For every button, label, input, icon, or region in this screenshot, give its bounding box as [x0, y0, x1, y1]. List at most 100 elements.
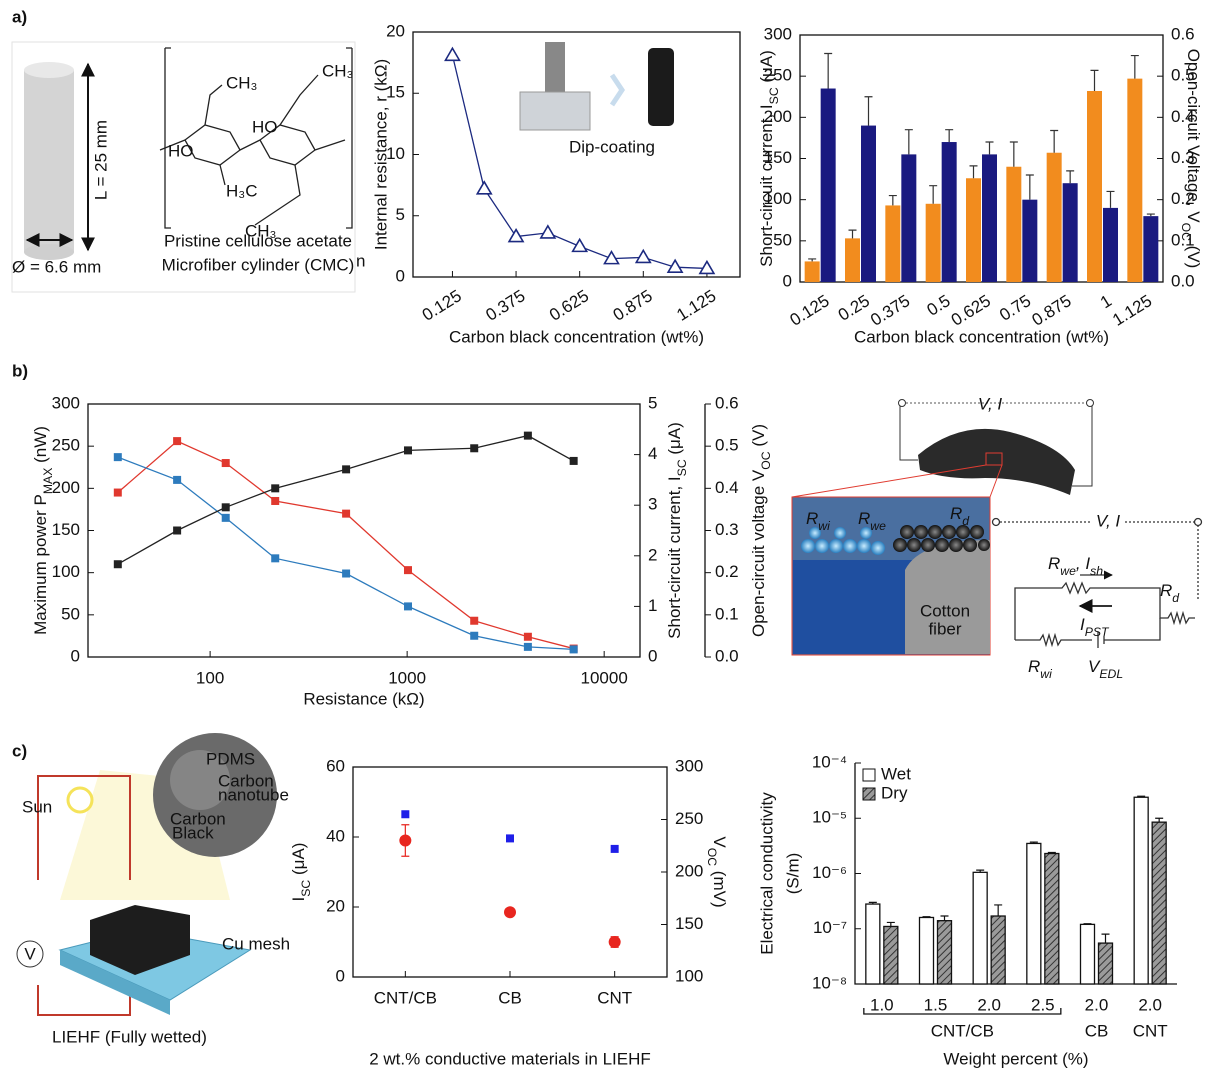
- x-tick-label: 1000: [388, 668, 426, 687]
- marker: [271, 554, 280, 563]
- y-tick-label: 50: [773, 230, 792, 249]
- x-tick-label: 0.125: [419, 286, 465, 325]
- bar: [1062, 183, 1078, 282]
- marker: [403, 566, 412, 575]
- text-part: Maximum power P: [31, 494, 50, 635]
- subscript: d: [962, 514, 970, 528]
- y-tick-label: 250: [764, 66, 792, 85]
- sample-name: Pristine cellulose acetate: [164, 231, 352, 250]
- bar: [883, 925, 899, 985]
- x-tick-label: 2.0: [977, 995, 1001, 1014]
- bar: [990, 915, 1006, 985]
- material-label: Carbon: [218, 771, 274, 790]
- y-tick-label: 40: [326, 826, 345, 845]
- x-tick-label: 0.625: [948, 291, 994, 330]
- marker: [571, 237, 589, 253]
- marker: [504, 906, 516, 919]
- error-bar: [864, 96, 873, 126]
- legend-swatch: [862, 768, 876, 782]
- y2-tick-label: 0.6: [1171, 24, 1195, 43]
- y-tick-label: 50: [61, 604, 80, 623]
- error-bar: [824, 52, 833, 89]
- y-tick-label: 300: [52, 393, 80, 412]
- bar: [1044, 852, 1060, 985]
- cylinder-diameter: Ø = 6.6 mm: [12, 257, 101, 276]
- y3-tick-label: 0.6: [715, 393, 739, 412]
- device-illustration: [16, 733, 277, 1016]
- error-bar: [929, 185, 938, 204]
- error-bar: [1025, 174, 1034, 200]
- marker: [271, 484, 280, 493]
- subscript: PST: [1085, 625, 1110, 639]
- legend-swatch: [862, 787, 876, 801]
- marker: [113, 560, 122, 569]
- y-tick-label: 20: [386, 21, 405, 40]
- y3-axis-title: Open-circuit voltage VOC (V): [749, 424, 773, 637]
- subscript: OC: [1179, 223, 1193, 242]
- bar: [1097, 942, 1114, 985]
- error-bar: [1009, 141, 1018, 167]
- y-tick-label: 20: [326, 896, 345, 915]
- error-bar: [1066, 170, 1075, 184]
- error-bar: [969, 165, 978, 179]
- vi-label: V, I: [1096, 511, 1121, 530]
- marker: [113, 488, 122, 497]
- y-tick-label: 150: [52, 520, 80, 539]
- bar: [1087, 90, 1102, 282]
- y3-tick-label: 0.2: [715, 562, 739, 581]
- error-bar: [1029, 841, 1038, 844]
- resistance-label: Rwi: [806, 509, 830, 533]
- x-tick-label: 1.5: [924, 995, 948, 1014]
- y-tick-label: 100: [52, 562, 80, 581]
- y2-tick-label: 100: [675, 966, 703, 985]
- legend-label: Wet: [881, 764, 911, 783]
- group-label: CNT: [1133, 1021, 1168, 1040]
- y2-tick-label: 4: [648, 444, 657, 463]
- text-part: (mV): [710, 866, 729, 908]
- device-label: LIEHF (Fully wetted): [52, 1027, 207, 1046]
- bar: [941, 142, 957, 282]
- bar: [982, 154, 997, 282]
- text-part: V: [1088, 657, 1101, 676]
- marker: [401, 810, 410, 819]
- x-tick-label: 10000: [581, 668, 628, 687]
- sample-name: Microfiber cylinder (CMC): [162, 255, 355, 274]
- bar: [820, 88, 836, 283]
- marker: [475, 180, 493, 195]
- structure-label: HO: [252, 117, 278, 136]
- y-tick-label: 10: [386, 144, 405, 163]
- error-bar: [1106, 190, 1115, 208]
- y-axis-title: Internal resistance, r (kΩ): [371, 59, 390, 250]
- y-tick-label: 10⁻⁶: [812, 863, 847, 882]
- marker: [523, 431, 532, 440]
- bar: [1046, 152, 1062, 282]
- resistance-label: Rwe: [858, 509, 886, 533]
- cylinder-illustration: [11, 41, 356, 293]
- y-tick-label: 250: [52, 436, 80, 455]
- fiber-label: fiber: [928, 619, 961, 638]
- bar: [1127, 78, 1143, 283]
- y-tick-label: 15: [386, 83, 405, 102]
- y3-tick-label: 0.5: [715, 436, 739, 455]
- y2-tick-label: 300: [675, 756, 703, 775]
- y-tick-label: 200: [764, 107, 792, 126]
- subscript: OC: [705, 848, 719, 867]
- y2-tick-label: 0.2: [1171, 189, 1195, 208]
- marker: [506, 834, 514, 843]
- dip-coating-inset: [519, 42, 674, 131]
- bar: [1022, 199, 1038, 282]
- subscript: SC: [675, 459, 689, 476]
- x-axis-title: Carbon black concentration (wt%): [854, 327, 1109, 346]
- x-axis-title: Weight percent (%): [943, 1049, 1088, 1068]
- y2-tick-label: 150: [675, 914, 703, 933]
- text-part: R: [1160, 581, 1172, 600]
- marker: [342, 465, 351, 474]
- marker: [634, 248, 652, 264]
- marker: [399, 834, 412, 847]
- circuit-label: IPST: [1080, 615, 1110, 639]
- y-axis-units: (S/m): [783, 853, 802, 895]
- x-tick-label: 0.25: [835, 291, 873, 325]
- text-part: R: [950, 504, 962, 523]
- voltmeter-label: V: [24, 944, 36, 963]
- marker: [342, 509, 351, 518]
